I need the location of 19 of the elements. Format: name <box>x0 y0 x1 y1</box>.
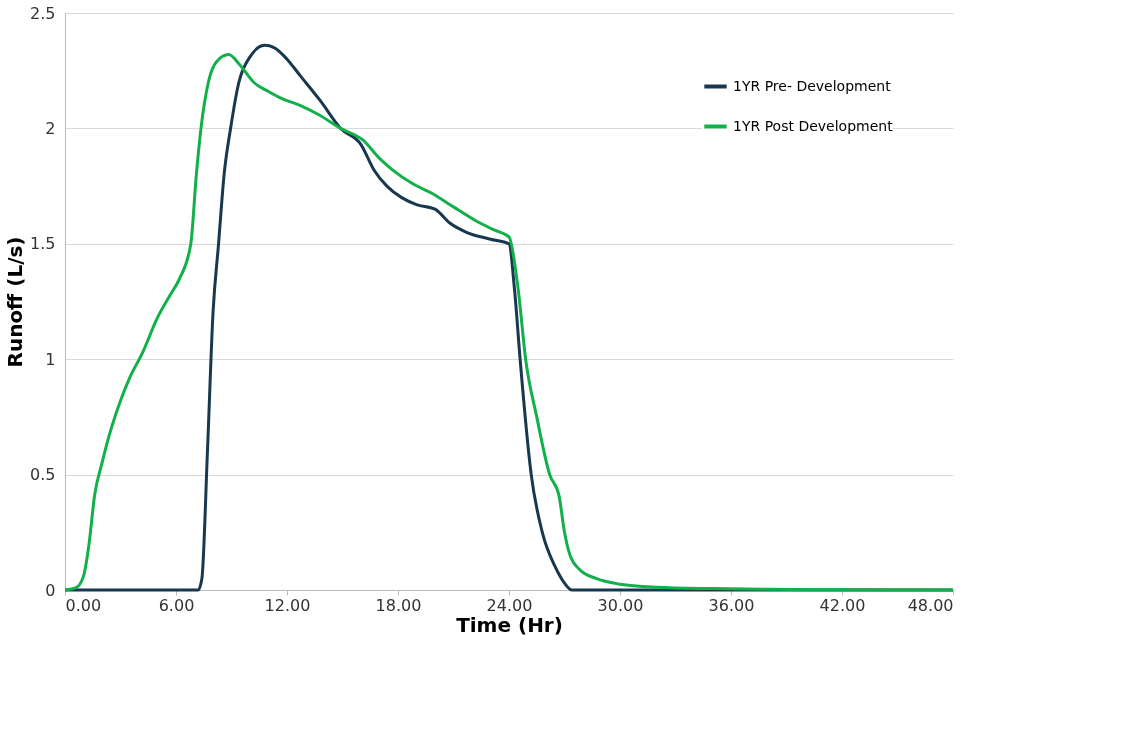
legend-label: 1YR Post Development <box>733 117 894 134</box>
y-tick-label: 2.5 <box>30 3 56 23</box>
x-tick-label: 24.00 <box>486 595 533 615</box>
x-axis-title: Time (Hr) <box>456 612 563 637</box>
x-tick-label: 36.00 <box>708 595 755 615</box>
y-tick-label: 0.5 <box>30 465 56 485</box>
x-tick-label: 6.00 <box>158 595 195 615</box>
y-tick-label: 2 <box>45 118 56 138</box>
legend-label: 1YR Pre- Development <box>733 77 892 94</box>
x-tick-label: 30.00 <box>597 595 644 615</box>
x-tick-label: 48.00 <box>907 595 954 615</box>
x-tick-label: 12.00 <box>264 595 311 615</box>
x-tick-label: 18.00 <box>375 595 422 615</box>
y-tick-label: 1 <box>45 349 56 369</box>
x-tick-label: 0.00 <box>65 595 102 615</box>
x-tick-label: 42.00 <box>819 595 866 615</box>
y-axis-title: Runoff (L/s) <box>3 236 28 368</box>
y-tick-label: 1.5 <box>30 234 56 254</box>
y-tick-label: 0 <box>45 580 56 600</box>
